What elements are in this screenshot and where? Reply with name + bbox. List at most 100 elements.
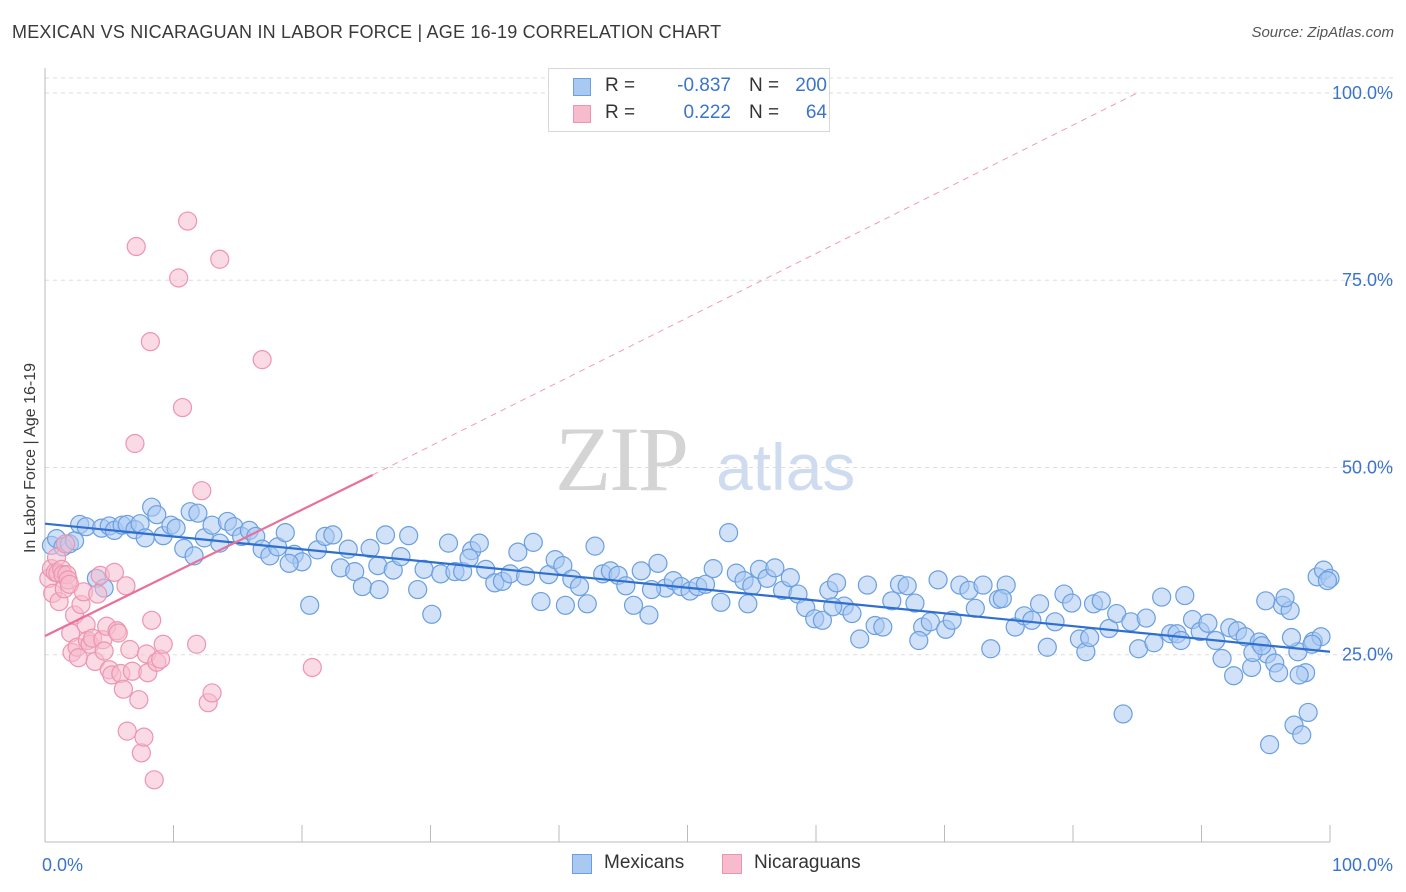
trendline-nicaraguans-extension [372, 92, 1138, 476]
point-mexicans [391, 547, 411, 567]
point-mexicans [1144, 633, 1164, 653]
point-mexicans [873, 617, 893, 637]
x-tick-label: 0.0% [42, 855, 83, 875]
point-mexicans [1298, 702, 1318, 723]
point-nicaraguans [210, 249, 230, 269]
legend-label-nicaraguans: Nicaraguans [754, 852, 861, 873]
legend-correlation: R = -0.837 N = 200 R = 0.222 N = 64 [548, 68, 830, 132]
point-mexicans [399, 526, 419, 546]
point-mexicans [323, 525, 343, 545]
point-mexicans [909, 630, 929, 651]
point-mexicans [1281, 627, 1302, 648]
point-nicaraguans [134, 727, 154, 747]
point-mexicans [850, 629, 870, 649]
point-mexicans [882, 591, 902, 611]
point-mexicans [1037, 637, 1057, 657]
point-mexicans [569, 576, 590, 597]
point-mexicans [1198, 613, 1218, 633]
point-mexicans [1029, 594, 1050, 614]
point-mexicans [973, 575, 993, 595]
point-nicaraguans [131, 743, 151, 763]
trendline-nicaraguans [44, 473, 374, 638]
point-nicaraguans [116, 576, 136, 596]
legend-n-value: 200 [795, 75, 827, 96]
legend-n-label: N = [749, 75, 780, 96]
point-mexicans [1256, 591, 1276, 611]
point-mexicans [711, 592, 731, 612]
point-nicaraguans [142, 610, 162, 630]
axes [44, 68, 1331, 843]
series-mexicans-points [41, 497, 1340, 755]
point-mexicans [648, 553, 668, 573]
point-mexicans [555, 595, 576, 615]
point-mexicans [857, 575, 878, 595]
point-mexicans [738, 594, 758, 614]
point-mexicans [147, 505, 167, 525]
point-nicaraguans [94, 641, 114, 661]
point-mexicans [1175, 585, 1195, 606]
point-mexicans [765, 558, 785, 578]
watermark: ZIP atlas [555, 408, 855, 510]
point-mexicans [1152, 587, 1172, 607]
point-mexicans [1062, 593, 1082, 613]
point-mexicans [1091, 591, 1111, 611]
point-mexicans [1268, 663, 1289, 683]
point-mexicans [812, 610, 833, 630]
series-nicaraguans-points [39, 211, 322, 790]
point-mexicans [981, 639, 1001, 659]
point-nicaraguans [202, 683, 222, 703]
trendlines [44, 92, 1331, 653]
point-nicaraguans [117, 721, 137, 741]
point-mexicans [515, 566, 536, 586]
point-mexicans [369, 579, 389, 600]
point-mexicans [275, 523, 295, 543]
point-mexicans [826, 573, 847, 593]
legend-r-label: R = [605, 102, 636, 123]
legend-r-value: -0.837 [677, 75, 731, 96]
point-mexicans [585, 536, 605, 556]
point-mexicans [508, 542, 528, 562]
point-mexicans [438, 533, 459, 553]
point-mexicans [166, 518, 186, 538]
point-mexicans [1113, 704, 1133, 724]
legend-label-mexicans: Mexicans [604, 852, 685, 873]
legend-swatch-blue [572, 854, 592, 874]
point-nicaraguans [140, 332, 160, 352]
point-nicaraguans [125, 433, 145, 454]
point-nicaraguans [55, 534, 76, 554]
y-tick-label: 25.0% [1342, 645, 1393, 665]
point-mexicans [345, 562, 365, 582]
point-mexicans [360, 538, 380, 558]
point-nicaraguans [126, 236, 146, 257]
point-mexicans [905, 593, 925, 613]
point-mexicans [469, 533, 489, 553]
point-mexicans [631, 561, 651, 581]
point-mexicans [780, 567, 800, 588]
point-mexicans [1212, 648, 1232, 669]
watermark-atlas: atlas [716, 430, 855, 504]
y-tick-label: 75.0% [1342, 270, 1393, 290]
point-mexicans [1171, 630, 1191, 651]
point-mexicans [523, 532, 543, 552]
point-nicaraguans [187, 634, 207, 654]
point-nicaraguans [153, 634, 173, 654]
point-mexicans [719, 523, 739, 543]
point-mexicans [1275, 588, 1295, 608]
point-mexicans [408, 579, 428, 600]
point-nicaraguans [144, 770, 164, 790]
point-mexicans [965, 598, 985, 618]
point-mexicans [188, 503, 208, 523]
legend-swatch-pink [722, 854, 742, 874]
point-nicaraguans [302, 657, 322, 678]
point-mexicans [992, 588, 1012, 609]
point-mexicans [300, 595, 320, 615]
point-mexicans [1045, 612, 1065, 632]
point-nicaraguans [120, 639, 140, 660]
watermark-zip: ZIP [555, 408, 687, 510]
point-nicaraguans [192, 481, 212, 501]
point-nicaraguans [108, 623, 128, 643]
point-mexicans [135, 528, 155, 548]
point-nicaraguans [104, 562, 124, 582]
point-nicaraguans [172, 397, 193, 418]
legend-swatch-pink [573, 105, 591, 123]
